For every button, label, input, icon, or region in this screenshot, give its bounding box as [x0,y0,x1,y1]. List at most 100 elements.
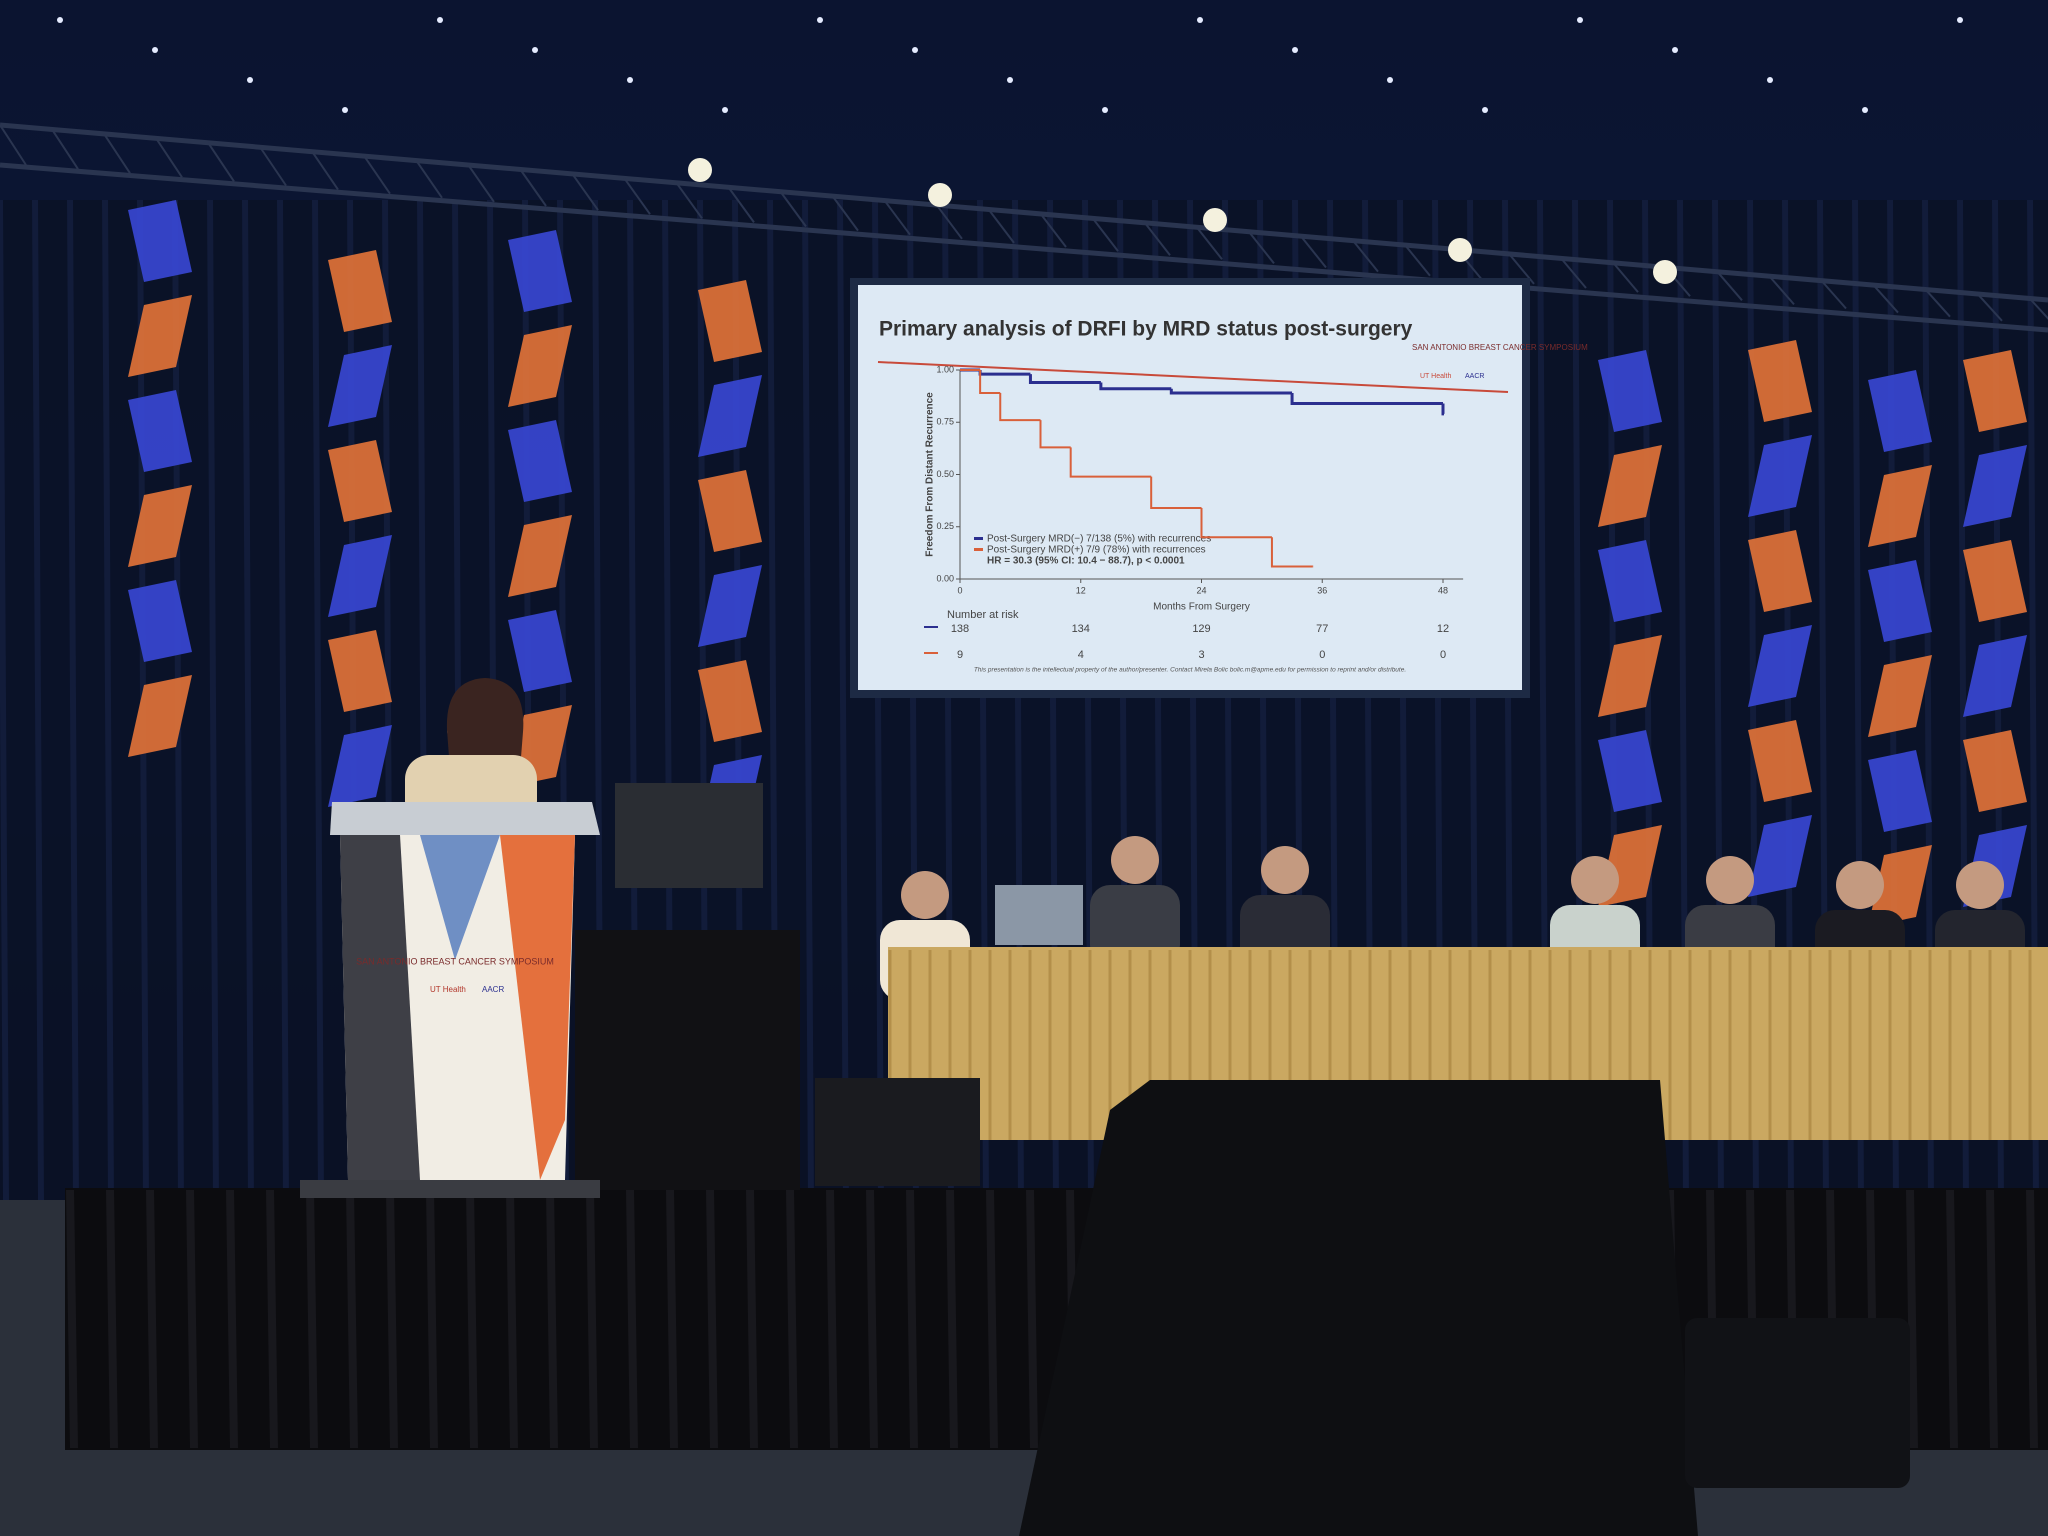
panelist-head [1571,856,1619,904]
ceiling-light [247,77,253,83]
decor-panel [128,485,192,567]
x-axis-label: Months From Surgery [1153,602,1250,613]
x-tick-label: 12 [1076,585,1086,595]
truss-brace [987,207,1015,244]
decor-panel [1598,730,1662,812]
decor-panel [1868,465,1932,547]
skirt-fold [746,1189,758,1449]
panelist-head [901,871,949,919]
curtain-fold [67,199,79,1201]
ceiling-light [912,47,918,53]
truss-brace [1299,234,1327,269]
skirt-fold [226,1189,238,1449]
ceiling-light [57,17,63,23]
panelist-head [1836,861,1884,909]
survival-step [1441,403,1445,416]
truss-brace [415,159,443,199]
stage-light [1203,208,1227,232]
ceiling-light [1387,77,1393,83]
skirt-fold [106,1189,118,1449]
truss-brace [2027,295,2048,320]
truss-brace [1975,291,2003,322]
ceiling-light [1007,77,1013,83]
ceiling-light [722,107,728,113]
x-tick-label: 48 [1438,585,1448,595]
skirt-fold [146,1189,158,1449]
decor-panel [698,280,762,362]
truss-brace [675,181,703,219]
decor-panel [328,345,392,427]
ceiling-light [1102,107,1108,113]
speaker-hair [446,678,524,770]
panelist-head [1261,846,1309,894]
truss-brace [103,133,131,174]
survival-step [1039,420,1071,449]
risk-count: 9 [957,649,963,661]
truss-brace [1559,256,1587,289]
skirt-fold [986,1189,998,1449]
floor-speaker [815,1078,980,1186]
risk-count: 3 [1198,649,1204,661]
decor-panel [508,420,572,502]
y-tick-label: 0.00 [936,573,954,583]
y-tick-label: 1.00 [936,364,954,374]
panelist-head [1956,861,2004,909]
decor-panel [508,515,572,597]
decor-panel [128,295,192,377]
truss-brace [1819,278,1847,310]
truss-brace [1091,216,1119,252]
foreground-speaker [1685,1318,1910,1488]
foreground-speaker [1019,1080,1698,1536]
truss-brace [935,203,963,240]
risk-count: 134 [1072,623,1090,635]
skirt-fold [866,1189,878,1449]
x-tick-label: 36 [1317,585,1327,595]
y-axis-label: Freedom From Distant Recurrence [925,392,936,557]
skirt-fold [586,1189,598,1449]
side-table [575,930,800,1190]
skirt-fold [946,1189,958,1449]
truss-brace [1351,238,1379,273]
truss-brace [0,124,27,166]
skirt-fold [786,1189,798,1449]
truss-brace [1039,212,1067,248]
slide-title: Primary analysis of DRFI by MRD status p… [879,318,1413,341]
truss [0,162,2048,333]
curtain-fold [802,199,814,1201]
decor-panel [1963,350,2027,432]
truss-brace [259,146,287,187]
decor-panel [1598,540,1662,622]
decor-panel [128,200,192,282]
slide-rule [877,361,1509,393]
decor-panel [1748,530,1812,612]
truss-brace [1767,273,1795,306]
skirt-fold [346,1189,358,1449]
decor-panel [698,470,762,552]
decor-panel [1868,370,1932,452]
x-tick-label: 0 [957,585,962,595]
decor-panel [1748,815,1812,897]
decor-panel [698,375,762,457]
curtain-fold [312,199,324,1201]
truss-brace [779,190,807,228]
ceiling-light [1862,107,1868,113]
risk-count: 12 [1437,623,1449,635]
decor-panel [328,250,392,332]
skirt-fold [386,1189,398,1449]
decor-panel [1963,635,2027,717]
ceiling-light [342,107,348,113]
survival-step [1270,537,1313,568]
skirt-fold [826,1189,838,1449]
truss-brace [207,142,235,182]
podium-stripe [340,835,420,1180]
survival-step [1169,388,1293,395]
decor-panel [1748,720,1812,802]
y-tick-label: 0.50 [936,469,954,479]
ceiling-light [817,17,823,23]
podium-logo-name: SAN ANTONIO BREAST CANCER SYMPOSIUM [356,956,554,966]
decor-panel [508,325,572,407]
truss-brace [623,177,651,215]
truss-brace [311,150,339,191]
decor-panel [328,630,392,712]
